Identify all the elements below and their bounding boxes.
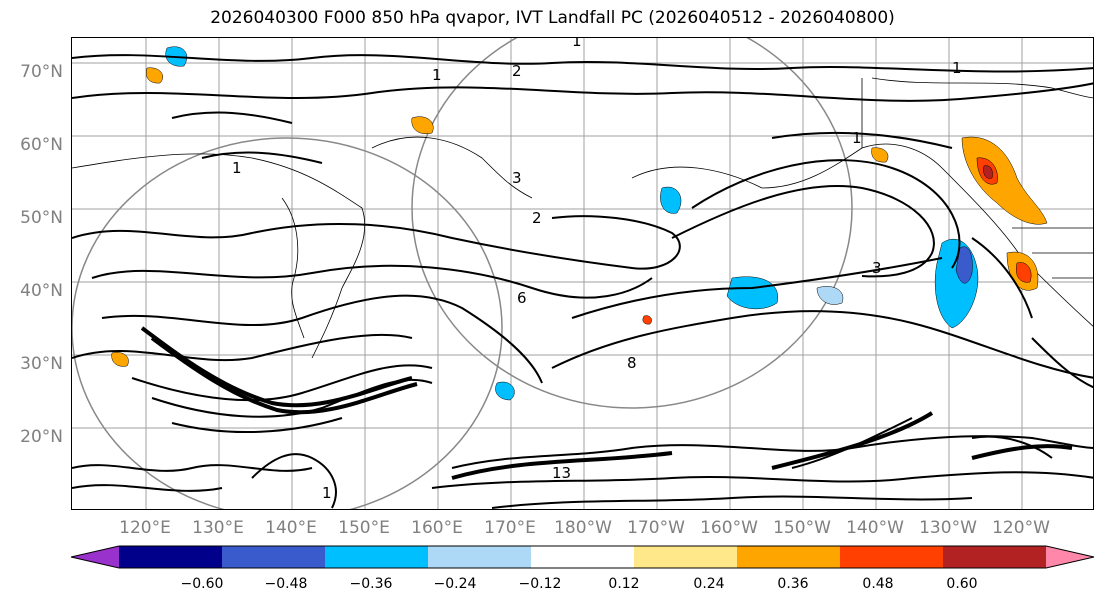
colorbar-segment bbox=[428, 546, 532, 568]
colorbar-segment bbox=[840, 546, 944, 568]
lon-label-160e: 160°E bbox=[411, 518, 463, 538]
colorbar-segments bbox=[71, 546, 1094, 568]
lat-label-20n: 20°N bbox=[20, 427, 63, 447]
lon-label-160w: 160°W bbox=[700, 518, 758, 538]
colorbar-segment bbox=[119, 546, 223, 568]
lon-label-140w: 140°W bbox=[846, 518, 904, 538]
colorbar-tick-label: −0.36 bbox=[349, 576, 393, 592]
lat-label-70n: 70°N bbox=[20, 62, 63, 82]
map-canvas: 1 1 1 1 2 3 1 2 6 8 3 13 1 bbox=[72, 38, 1093, 509]
contour-label-group: 1 1 1 1 2 3 1 2 6 8 3 13 1 bbox=[232, 38, 962, 502]
lon-label-170w: 170°W bbox=[627, 518, 685, 538]
colorbar-segment bbox=[634, 546, 738, 568]
lon-label-180w: 180°W bbox=[554, 518, 612, 538]
patch-blue-mid-pacific bbox=[726, 276, 779, 310]
lon-label-150w: 150°W bbox=[773, 518, 831, 538]
contour-label: 6 bbox=[517, 289, 527, 307]
contour-label: 1 bbox=[852, 129, 862, 147]
patch-red-pacnw bbox=[1016, 262, 1032, 283]
contour-label: 1 bbox=[232, 159, 242, 177]
colorbar bbox=[70, 545, 1095, 569]
patch-orange-nw-america bbox=[961, 136, 1048, 225]
patch-orange-arctic bbox=[146, 67, 163, 84]
colorbar-extend-min bbox=[71, 546, 119, 568]
contour-label: 8 bbox=[627, 354, 637, 372]
patch-darkblue-ne-pacific bbox=[955, 246, 973, 284]
contour-label: 13 bbox=[552, 464, 571, 482]
patch-blue-ne-pacific bbox=[934, 238, 979, 329]
contour-label: 1 bbox=[322, 484, 332, 502]
contour-label: 1 bbox=[432, 66, 442, 84]
colorbar-segment bbox=[943, 546, 1047, 568]
contour-label: 3 bbox=[872, 259, 882, 277]
lon-label-150e: 150°E bbox=[338, 518, 390, 538]
colorbar-segment bbox=[737, 546, 841, 568]
lat-label-30n: 30°N bbox=[20, 354, 63, 374]
colorbar-extend-max bbox=[1046, 546, 1094, 568]
coastlines bbox=[72, 77, 1093, 359]
contour-label: 1 bbox=[572, 38, 582, 50]
colorbar-tick-label: −0.12 bbox=[518, 576, 562, 592]
lon-label-170e: 170°E bbox=[484, 518, 536, 538]
patch-orange-kamchatka bbox=[411, 116, 434, 134]
patch-blue-pacific-2 bbox=[660, 186, 682, 214]
contour-label: 1 bbox=[952, 59, 962, 77]
lat-label-50n: 50°N bbox=[20, 208, 63, 228]
range-circles bbox=[72, 38, 853, 509]
patch-orange-japan bbox=[111, 352, 129, 367]
colorbar-tick-label: 0.60 bbox=[946, 576, 978, 592]
patch-lightblue-pacific bbox=[816, 286, 844, 305]
contour-label: 2 bbox=[532, 209, 542, 227]
colorbar-tick-label: 0.24 bbox=[693, 576, 725, 592]
colorbar-tick-label: 0.12 bbox=[608, 576, 640, 592]
jet-bands bbox=[140, 326, 1073, 480]
contour-label: 2 bbox=[512, 62, 522, 80]
shading-patches bbox=[111, 46, 1048, 401]
lat-label-60n: 60°N bbox=[20, 135, 63, 155]
patch-blue-pacific-3 bbox=[495, 381, 515, 401]
lon-label-130e: 130°E bbox=[192, 518, 244, 538]
lon-label-130w: 130°W bbox=[919, 518, 977, 538]
lon-label-120e: 120°E bbox=[119, 518, 171, 538]
colorbar-segment bbox=[325, 546, 429, 568]
colorbar-segment bbox=[531, 546, 635, 568]
patch-orange-alaska bbox=[871, 147, 889, 163]
colorbar-tick-label: −0.24 bbox=[433, 576, 477, 592]
contour-label: 3 bbox=[512, 169, 522, 187]
map-panel: 1 1 1 1 2 3 1 2 6 8 3 13 1 bbox=[71, 37, 1094, 510]
patch-red-pacific-dot bbox=[642, 315, 652, 325]
lon-label-120w: 120°W bbox=[992, 518, 1050, 538]
colorbar-tick-label: −0.48 bbox=[264, 576, 308, 592]
patch-darkred-nw-america bbox=[983, 165, 993, 179]
colorbar-segment bbox=[222, 546, 326, 568]
colorbar-tick-label: 0.36 bbox=[777, 576, 809, 592]
colorbar-tick-label: 0.48 bbox=[862, 576, 894, 592]
map-title: 2026040300 F000 850 hPa qvapor, IVT Land… bbox=[210, 8, 895, 28]
contour-lines bbox=[72, 54, 1093, 509]
colorbar-tick-label: −0.60 bbox=[180, 576, 224, 592]
colorbar-outline bbox=[70, 545, 1095, 569]
lon-label-140e: 140°E bbox=[265, 518, 317, 538]
lat-label-40n: 40°N bbox=[20, 281, 63, 301]
